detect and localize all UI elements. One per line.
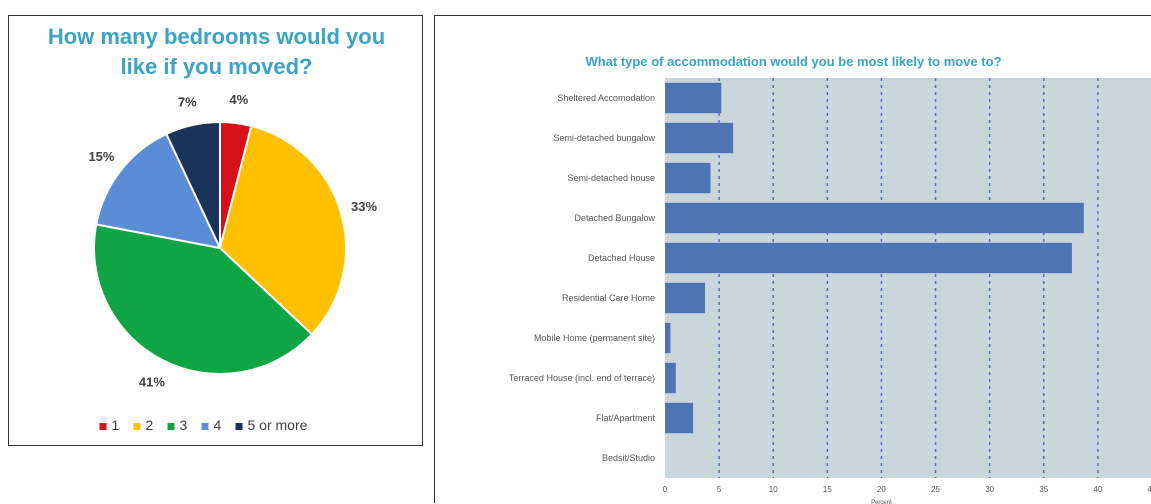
legend-swatch xyxy=(201,423,209,430)
x-tick-label: 5 xyxy=(717,485,722,494)
bar xyxy=(665,82,722,114)
bar xyxy=(665,402,694,434)
legend-swatch xyxy=(99,423,107,430)
pie-slice-2 xyxy=(218,124,347,336)
bar-chart-title: What type of accommodation would you be … xyxy=(585,54,1002,69)
pie-data-label: 4% xyxy=(229,92,248,107)
bedrooms-pie-panel: How many bedrooms would you like if you … xyxy=(8,15,423,446)
legend-label: 2 xyxy=(146,417,154,433)
y-category-label: Detached House xyxy=(588,253,655,263)
y-category-label: Bedsit/Studio xyxy=(602,453,655,463)
pie-chart: 4% 33% 41% 15% 7% 1 2 3 4 5 or more xyxy=(88,92,377,433)
bar xyxy=(665,322,671,354)
pie-slice-3 xyxy=(93,223,314,375)
legend-label: 5 or more xyxy=(248,417,308,433)
x-tick-label: 35 xyxy=(1039,485,1048,494)
pie-chart-title: How many bedrooms would you like if you … xyxy=(9,22,424,82)
x-tick-label: 15 xyxy=(823,485,832,494)
y-category-label: Terraced House (incl. end of terrace) xyxy=(509,373,655,383)
plot-area xyxy=(665,78,1151,478)
y-category-label: Flat/Apartment xyxy=(596,413,656,423)
x-axis-label: Percent xyxy=(871,500,892,504)
x-tick-label: 40 xyxy=(1093,485,1102,494)
legend-label: 3 xyxy=(180,417,188,433)
pie-slice-5-or-more xyxy=(165,120,221,249)
y-category-label: Detached Bungalow xyxy=(574,213,655,223)
accommodation-bar-panel: What type of accommodation would you be … xyxy=(434,15,1151,504)
x-tick-label: 45 xyxy=(1148,485,1151,494)
x-tick-label: 25 xyxy=(931,485,940,494)
x-tick-label: 0 xyxy=(663,485,668,494)
x-tick-label: 10 xyxy=(769,485,778,494)
bar xyxy=(665,202,1084,234)
x-tick-label: 30 xyxy=(985,485,994,494)
pie-title-line-1: How many bedrooms would you xyxy=(47,24,386,49)
y-category-label: Semi-detached house xyxy=(567,173,655,183)
pie-data-label: 33% xyxy=(351,199,377,214)
bar xyxy=(665,242,1072,274)
bar xyxy=(665,162,711,194)
legend-label: 4 xyxy=(214,417,222,433)
x-tick-label: 20 xyxy=(877,485,886,494)
y-category-label: Semi-detached bungalow xyxy=(553,133,655,143)
legend-swatch xyxy=(235,423,243,430)
bar xyxy=(665,122,734,154)
pie-data-label: 15% xyxy=(88,149,114,164)
pie-title-line-2: like if you moved? xyxy=(120,54,313,79)
legend-label: 1 xyxy=(112,417,120,433)
y-category-label: Mobile Home (permanent site) xyxy=(534,333,655,343)
y-category-label: Residential Care Home xyxy=(562,293,655,303)
y-category-label: Sheltered Accomodation xyxy=(557,93,655,103)
legend-swatch xyxy=(167,423,175,430)
pie-data-label: 41% xyxy=(139,375,165,390)
bar xyxy=(665,362,676,394)
pie-data-label: 7% xyxy=(178,95,197,110)
bar xyxy=(665,282,706,314)
bar-chart: 0 5 10 15 20 25 30 35 40 45 Percent Sheltered Accom… xyxy=(509,78,1151,504)
pie-slice-4 xyxy=(95,132,222,250)
legend-swatch xyxy=(133,423,141,430)
